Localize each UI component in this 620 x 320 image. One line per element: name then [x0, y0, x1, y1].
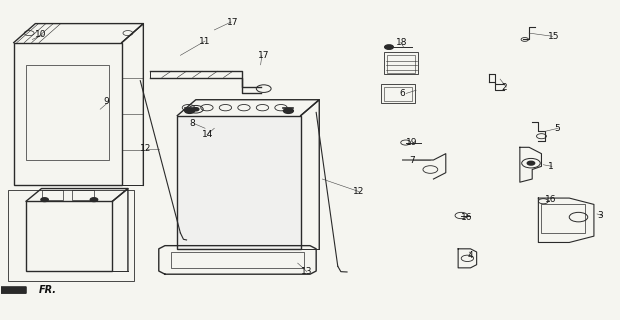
Bar [26, 201, 112, 271]
Text: 16: 16 [544, 195, 556, 204]
Circle shape [384, 45, 393, 49]
Bar [26, 65, 109, 160]
Text: 3: 3 [597, 211, 603, 220]
Text: 18: 18 [396, 38, 408, 47]
Text: 1: 1 [547, 162, 554, 171]
Text: 5: 5 [554, 124, 560, 133]
FancyArrow shape [0, 284, 26, 296]
Bar [381, 84, 415, 103]
Text: 17: 17 [257, 51, 269, 60]
Circle shape [527, 161, 534, 165]
Text: 17: 17 [227, 18, 238, 27]
Circle shape [185, 108, 195, 113]
Bar [384, 87, 412, 101]
Text: 14: 14 [202, 130, 213, 139]
Circle shape [193, 108, 199, 111]
Text: 13: 13 [301, 267, 312, 276]
Circle shape [91, 198, 98, 202]
Text: 8: 8 [190, 119, 195, 128]
Bar [177, 116, 301, 249]
Bar [541, 204, 585, 233]
Text: 2: 2 [502, 83, 507, 92]
Text: 10: 10 [35, 30, 47, 39]
Bar [14, 43, 122, 185]
Text: 15: 15 [547, 32, 559, 41]
Text: 16: 16 [461, 212, 472, 222]
Bar [73, 190, 94, 200]
Text: 6: 6 [399, 89, 405, 98]
Text: 12: 12 [140, 144, 152, 153]
Bar [42, 190, 63, 200]
Text: 9: 9 [104, 97, 109, 106]
Text: 4: 4 [467, 251, 473, 260]
Text: 19: 19 [405, 138, 417, 147]
Bar [171, 252, 304, 268]
Text: FR.: FR. [38, 285, 56, 295]
Bar [387, 55, 415, 73]
Bar [384, 52, 418, 74]
Text: 12: 12 [353, 187, 365, 196]
Text: 7: 7 [409, 156, 415, 164]
Text: 11: 11 [199, 36, 210, 45]
Circle shape [41, 198, 48, 202]
Bar [7, 190, 134, 281]
Circle shape [283, 108, 293, 113]
